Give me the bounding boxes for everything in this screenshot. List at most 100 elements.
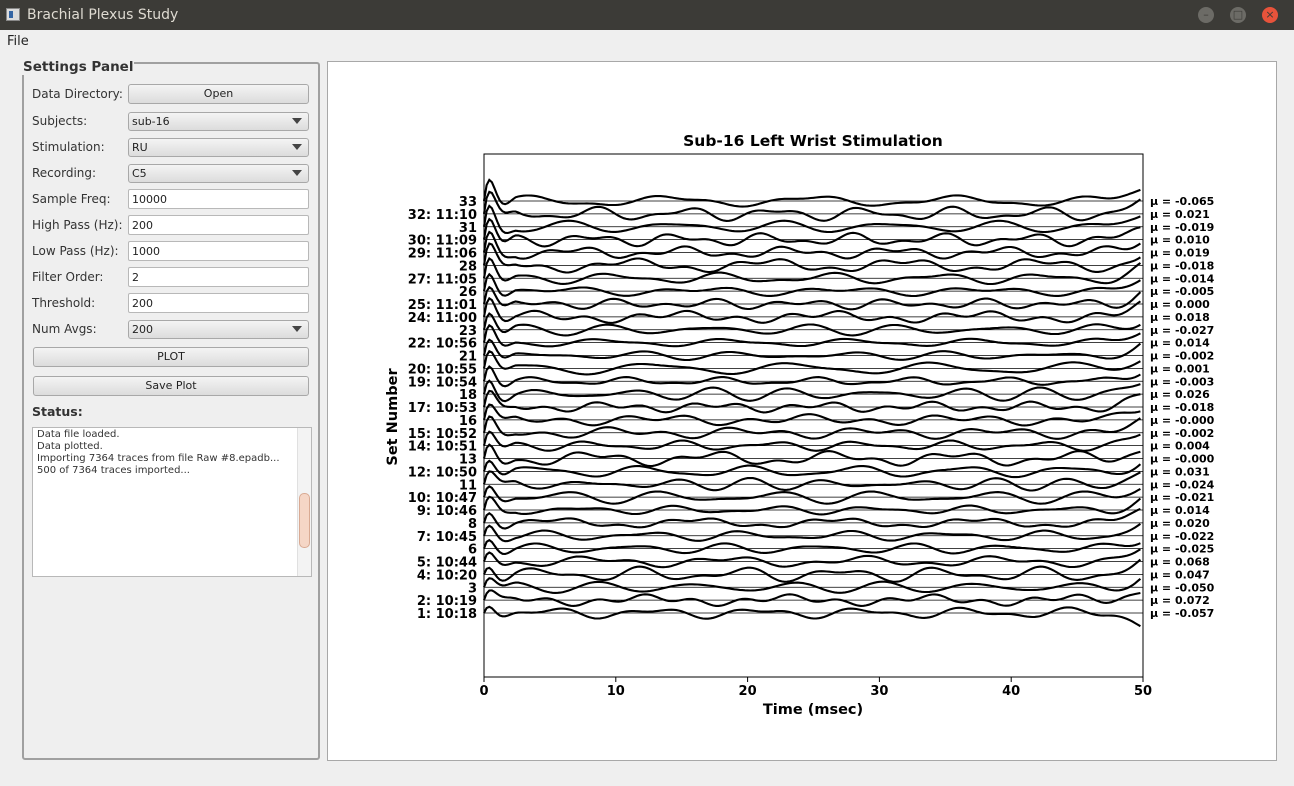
trace-label: 12: 10:50 [408, 465, 477, 480]
x-axis-label: Time (msec) [763, 702, 863, 718]
trace-line [482, 272, 1141, 298]
trace-label: 1: 10:18 [417, 607, 477, 622]
status-log[interactable]: Data file loaded. Data plotted. Importin… [32, 427, 312, 577]
mu-label: μ = -0.002 [1150, 350, 1214, 363]
sample-freq-label: Sample Freq: [32, 192, 111, 206]
status-text: Data file loaded. Data plotted. Importin… [33, 429, 298, 477]
open-button[interactable]: Open [128, 84, 309, 104]
save-plot-button[interactable]: Save Plot [33, 376, 309, 396]
plot-button[interactable]: PLOT [33, 347, 309, 367]
mu-label: μ = 0.068 [1150, 556, 1210, 569]
mu-label: μ = -0.018 [1150, 401, 1214, 414]
recording-value: C5 [132, 167, 147, 180]
trace-label: 17: 10:53 [408, 401, 477, 416]
mu-label: μ = 0.010 [1150, 234, 1210, 247]
trace-label: 15: 10:52 [408, 427, 477, 442]
trace-label: 10: 10:47 [408, 491, 477, 506]
filter-order-label: Filter Order: [32, 270, 104, 284]
filter-order-field[interactable] [128, 267, 309, 287]
low-pass-label: Low Pass (Hz): [32, 244, 119, 258]
stimulation-value: RU [132, 141, 148, 154]
mu-label: μ = -0.014 [1150, 272, 1215, 285]
mu-label: μ = 0.014 [1150, 504, 1210, 517]
high-pass-label: High Pass (Hz): [32, 218, 123, 232]
trace-label: 22: 10:56 [408, 337, 477, 352]
trace-label: 21 [459, 350, 477, 365]
mu-label: μ = -0.025 [1150, 543, 1214, 556]
mu-label: μ = -0.005 [1150, 285, 1214, 298]
window-title: Brachial Plexus Study [27, 7, 179, 23]
trace-label: 9: 10:46 [417, 504, 477, 519]
trace-label: 8 [468, 517, 477, 532]
status-line: Data plotted. [37, 441, 103, 452]
trace-line [483, 538, 1141, 556]
chevron-down-icon [292, 118, 302, 124]
status-scrollbar[interactable] [297, 428, 311, 576]
trace-line [483, 589, 1141, 607]
trace-line [482, 190, 1142, 222]
trace-line [482, 389, 1141, 414]
menu-file[interactable]: File [7, 34, 29, 49]
stimulation-select[interactable]: RU [128, 138, 309, 157]
trace-line [482, 495, 1142, 516]
low-pass-field[interactable] [128, 241, 309, 261]
trace-label: 28 [459, 259, 477, 274]
trace-line [482, 296, 1142, 324]
mu-label: μ = -0.065 [1150, 195, 1214, 208]
x-tick-label: 20 [739, 684, 757, 699]
plot-canvas: Sub-16 Left Wrist Stimulation Time (msec… [327, 61, 1277, 761]
mu-label: μ = -0.000 [1150, 414, 1215, 427]
close-button[interactable]: × [1262, 7, 1278, 23]
chevron-down-icon [292, 144, 302, 150]
trace-label: 3 [468, 581, 477, 596]
recording-select[interactable]: C5 [128, 164, 309, 183]
chevron-down-icon [292, 170, 302, 176]
trace-line [482, 470, 1141, 492]
status-line: Data file loaded. [37, 429, 120, 440]
trace-label: 33 [459, 195, 477, 210]
mu-label: μ = 0.000 [1150, 298, 1210, 311]
trace-label: 31 [459, 221, 477, 236]
status-label: Status: [32, 404, 83, 419]
x-tick-label: 40 [1002, 684, 1020, 699]
mu-label: μ = -0.021 [1150, 491, 1214, 504]
menu-bar: File [0, 30, 1294, 54]
mu-label: μ = 0.020 [1150, 517, 1210, 530]
trace-line [482, 430, 1141, 452]
num-avgs-select[interactable]: 200 [128, 320, 309, 339]
minimize-button[interactable]: – [1198, 7, 1214, 23]
trace-label: 2: 10:19 [417, 594, 477, 609]
x-ticks: 0 10 20 30 40 50 [479, 677, 1152, 699]
trace-line [483, 548, 1141, 569]
threshold-label: Threshold: [32, 296, 96, 310]
chart-title: Sub-16 Left Wrist Stimulation [683, 132, 943, 150]
data-directory-label: Data Directory: [32, 87, 123, 101]
threshold-field[interactable] [128, 293, 309, 313]
mu-label: μ = -0.057 [1150, 607, 1214, 620]
trace-label: 23 [459, 324, 477, 339]
trace-line [482, 323, 1141, 348]
mu-label: μ = -0.027 [1150, 324, 1214, 337]
trace-line [483, 577, 1142, 594]
stimulation-label: Stimulation: [32, 140, 105, 154]
maximize-button[interactable]: □ [1230, 7, 1246, 23]
chart-svg: Sub-16 Left Wrist Stimulation Time (msec… [385, 132, 1215, 718]
trace-label: 14: 10:51 [408, 440, 477, 455]
trace-line [483, 558, 1142, 583]
trace-label: 6 [468, 543, 477, 558]
trace-label: 18 [459, 388, 477, 403]
trace-line [482, 312, 1141, 337]
subjects-select[interactable]: sub-16 [128, 112, 309, 131]
trace-line [483, 523, 1141, 543]
settings-panel [22, 62, 320, 760]
x-tick-label: 10 [607, 684, 625, 699]
num-avgs-value: 200 [132, 323, 153, 336]
sample-freq-field[interactable] [128, 189, 309, 209]
trace-label: 7: 10:45 [417, 530, 477, 545]
scrollbar-thumb[interactable] [299, 493, 310, 548]
high-pass-field[interactable] [128, 215, 309, 235]
trace-label: 5: 10:44 [417, 556, 477, 571]
trace-label: 11 [459, 478, 477, 493]
